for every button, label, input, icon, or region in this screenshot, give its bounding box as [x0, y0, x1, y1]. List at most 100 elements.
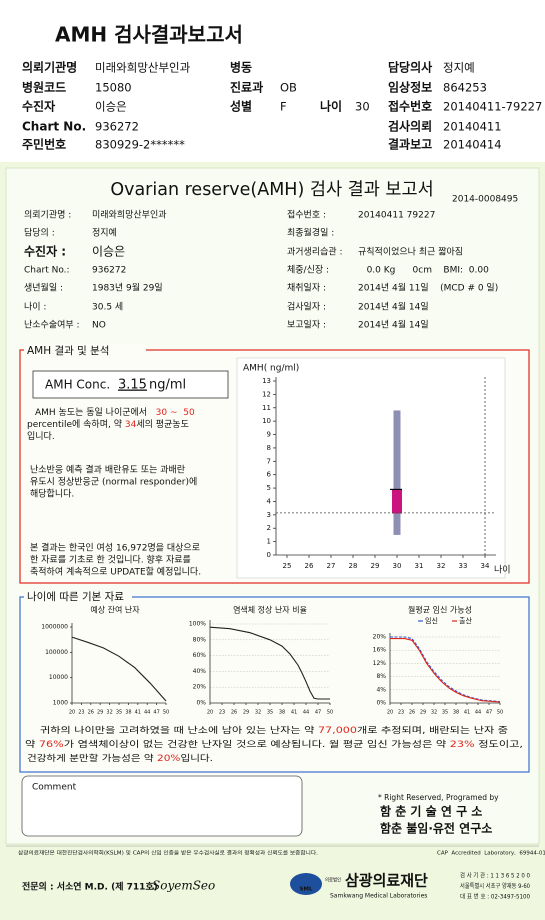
x-tick-label: 28 — [349, 562, 358, 570]
paragraph-line: 입니다. — [27, 430, 55, 442]
x-tick-label: 41 — [291, 710, 297, 716]
header-bg — [0, 0, 545, 162]
field-label: 진료과 — [230, 80, 263, 95]
comment-box — [21, 775, 303, 837]
x-tick-label: 25 — [283, 562, 292, 570]
field-value: 이승은 — [95, 100, 127, 114]
y-tick-label: 0 — [267, 551, 271, 559]
info-label: Chart No.: — [24, 266, 70, 276]
field-value: F — [280, 100, 287, 114]
info-label: 의뢰기관명 : — [24, 210, 71, 221]
x-tick-label: 47 — [315, 710, 321, 716]
field-value: OB — [280, 81, 297, 95]
box — [392, 489, 402, 514]
field-label: 담당의사 — [388, 60, 432, 75]
info-label: 접수번호 : — [287, 209, 326, 221]
text-segment: 20% — [157, 754, 180, 764]
amh-chart-panel — [236, 357, 506, 579]
axis-title: 나이 — [494, 565, 511, 576]
text-segment: 30 ~ 50 — [156, 408, 195, 418]
info-label: 수진자 : — [24, 244, 66, 259]
x-tick-label: 29 — [371, 562, 380, 570]
field-label: 나이 — [320, 99, 342, 114]
x-tick-label: 35 — [267, 710, 273, 716]
x-tick-label: 31 — [415, 562, 424, 570]
info-label: 나이 : — [24, 302, 46, 313]
x-tick-label: 41 — [464, 710, 470, 716]
field-value: 미래와희망산부인과 — [95, 61, 191, 75]
text-segment: 76% — [39, 740, 64, 750]
text-segment: 건강하게 분만할 가능성은 약 — [27, 753, 157, 764]
info-value: 2014년 4월 14일 — [358, 319, 429, 331]
field-label: 접수번호 — [388, 99, 432, 114]
note-line: 본 결과는 한국인 여성 16,972명을 대상으로 — [30, 542, 200, 554]
field-value: 864253 — [443, 81, 487, 95]
amh-label: AMH Conc. — [45, 378, 110, 392]
series-line — [390, 636, 501, 703]
whisker — [393, 410, 401, 535]
x-tick-label: 26 — [231, 710, 237, 716]
info-label: 체중/신장 : — [287, 265, 329, 276]
x-tick-label: 38 — [125, 710, 131, 716]
chart-title: 월평균 임신 가능성 — [408, 605, 472, 615]
x-tick-label: 26 — [305, 562, 314, 570]
paragraph-line: 난소반응 예측 결과 배란유도 또는 과배란 — [30, 464, 185, 476]
text-segment: 입니다. — [180, 753, 213, 764]
info-label: 과거생리습관 : — [287, 247, 343, 258]
field-value: 830929-2****** — [95, 138, 185, 152]
paragraph-line: percentile에 속하며, 약 34세의 평균농도 — [27, 418, 189, 430]
y-tick-label: 3 — [267, 511, 271, 519]
x-tick-label: 32 — [106, 710, 112, 716]
info-value: 1983년 9월 29일 — [92, 282, 163, 294]
legend-label: 임신 — [425, 616, 438, 625]
x-tick-label: 50 — [327, 710, 333, 716]
credit-line: 함 춘 기 술 연 구 소 — [380, 804, 482, 819]
y-tick-label: 12 — [262, 390, 271, 398]
y-tick-label: 1000000 — [41, 624, 68, 631]
field-label: 성별 — [230, 99, 252, 114]
text-segment: 약 — [25, 739, 39, 750]
summary-line: 약 76% 가 염색체이상이 없는 건강한 난자일 것으로 예상됩니다. 월 평균… — [25, 739, 523, 750]
text-segment: 가 염색체이상이 없는 건강한 난자일 것으로 예상됩니다. 월 평균 임신 가… — [64, 739, 450, 750]
x-tick-label: 27 — [327, 562, 336, 570]
section-title: 나이에 따른 기본 자료 — [27, 591, 124, 603]
field-label: 검사의뢰 — [388, 119, 432, 134]
y-tick-label: 2 — [267, 524, 271, 532]
logo-mark — [290, 873, 322, 895]
y-tick-label: 20% — [373, 634, 387, 641]
address-line: 검 사 기 관 : 1 1 3 6 5 2 0 0 — [460, 872, 530, 880]
amh-value: 3.15 — [118, 378, 147, 393]
address-line: 서울특별시 서초구 양재동 9-60 — [460, 882, 530, 890]
y-tick-label: 5 — [267, 484, 271, 492]
y-tick-label: 1000 — [53, 700, 68, 707]
credit-line: 함춘 불임·유전 연구소 — [380, 821, 492, 836]
amh-conc-box — [32, 370, 229, 399]
y-tick-label: 4% — [376, 686, 386, 693]
field-label: Chart No. — [22, 120, 86, 134]
series-line — [390, 638, 501, 703]
x-tick-label: 30 — [393, 562, 402, 570]
chart-title: 염색체 정상 난자 비율 — [233, 605, 307, 615]
x-tick-label: 33 — [459, 562, 468, 570]
field-value: 20140414 — [443, 138, 502, 152]
legend-label: 출산 — [459, 616, 472, 625]
signature: SoyemSeo — [152, 879, 215, 893]
y-tick-label: 16% — [373, 647, 387, 654]
info-label: 생년월일 : — [24, 282, 63, 294]
summary-line: 귀하의 나이만을 고려하였을 때 난소에 남아 있는 난자는 약 77,000 개… — [40, 725, 508, 736]
info-value: NO — [92, 321, 106, 331]
cap-note: CAP Accredited Laboratory, 69944-01 — [437, 851, 545, 857]
logo-text: SML — [300, 887, 313, 893]
text-segment: 77,000 — [318, 726, 357, 736]
x-tick-label: 23 — [398, 710, 404, 716]
x-tick-label: 23 — [219, 710, 225, 716]
y-tick-label: 8% — [376, 673, 386, 680]
x-tick-label: 20 — [387, 710, 393, 716]
x-tick-label: 44 — [475, 710, 481, 716]
x-tick-label: 47 — [486, 710, 492, 716]
comment-label: Comment — [32, 783, 77, 793]
y-tick-label: 100000 — [45, 649, 68, 656]
info-value: 미래와희망산부인과 — [92, 209, 167, 221]
x-tick-label: 26 — [409, 710, 415, 716]
text-segment: 34 — [125, 420, 137, 430]
